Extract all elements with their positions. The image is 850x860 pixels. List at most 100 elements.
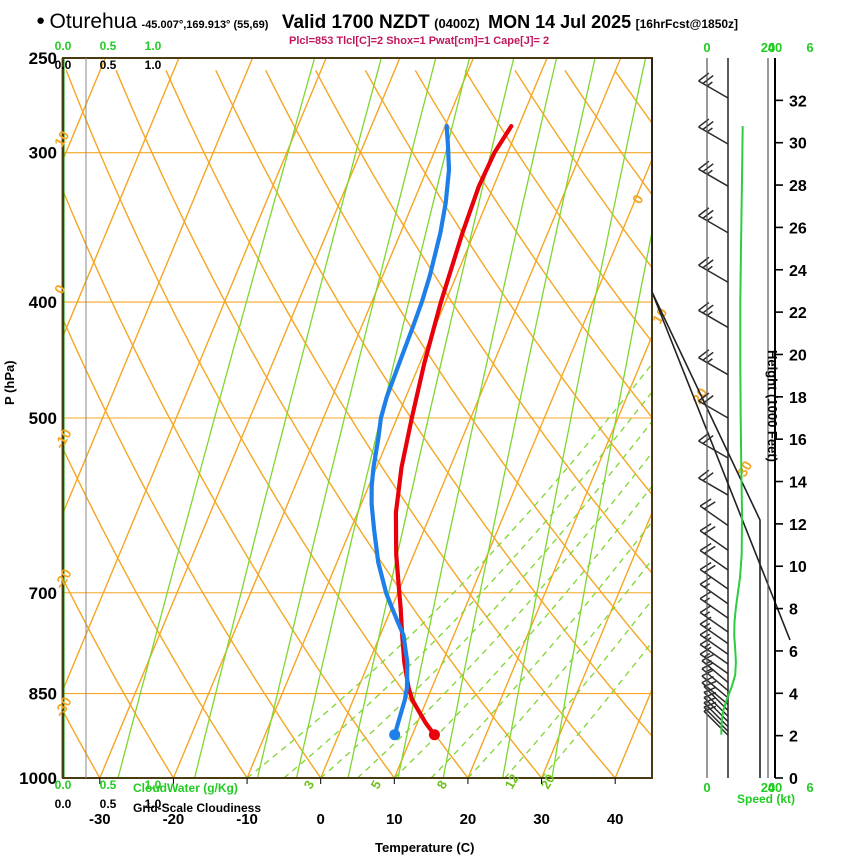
height-tick-label: 12 (789, 517, 807, 534)
wind-panel-boundary (651, 58, 761, 778)
wind-barb-full (702, 304, 714, 314)
isotherm-label: 30 (734, 458, 756, 480)
wind-barb-half (706, 265, 713, 271)
wind-barb-full (699, 523, 712, 532)
temperature-axis-label: Temperature (C) (375, 840, 475, 855)
wind-barb-half (706, 81, 713, 87)
wind-barb-half (706, 358, 713, 364)
dry-adiabat-line (63, 188, 395, 778)
wind-barb-full (702, 74, 714, 85)
dry-adiabat-line (215, 69, 652, 738)
mixing-ratio-label: 20 (538, 771, 558, 791)
wind-barb-group (698, 72, 729, 736)
height-tick-label: 10 (789, 559, 807, 576)
cloudwater-tick-label-bottom: 0.5 (100, 778, 117, 792)
dry-adiabat-line (665, 70, 850, 778)
cloudwater-tick-label-bottom: 1.0 (145, 778, 162, 792)
temperature-surface-marker (428, 729, 440, 741)
wind-barb-half (706, 127, 713, 133)
wind-barb-full (699, 646, 712, 655)
isotherm-line (0, 58, 32, 778)
wind-barb-shaft (703, 706, 729, 732)
dry-adiabat-line (414, 69, 652, 419)
temperature-tick-label: 30 (533, 811, 550, 828)
cloudwater-tick-label: 0.5 (100, 39, 117, 53)
cloudiness-legend-label: Grid-Scale Cloudiness (133, 801, 262, 815)
temperature-tick-label: 0 (317, 811, 325, 828)
mixing-ratio-label: 12 (502, 771, 522, 791)
wind-barb-half (706, 169, 713, 175)
wind-panel-boundary-2 (651, 291, 791, 641)
speed-tick-label: 0 (703, 780, 710, 795)
height-tick-label: 24 (789, 263, 807, 280)
wind-barb-full (701, 669, 714, 677)
valid-time-utc: (0400Z) (434, 16, 480, 31)
wind-barb-full (703, 501, 716, 510)
dry-adiabat-label: -10 (51, 426, 75, 452)
cloudwater-legend-label: CloudWater (g/Kg) (133, 781, 238, 795)
station-coords: -45.007°,169.913° (55,69) (141, 19, 269, 31)
temperature-tick-label: 40 (607, 811, 624, 828)
wind-barb-full (703, 564, 716, 574)
dewpoint-surface-marker (389, 729, 401, 741)
moist-adiabat-line (467, 558, 652, 778)
dry-adiabat-line (514, 69, 652, 269)
wind-barb-full (701, 675, 714, 684)
wind-barb-full (702, 351, 714, 361)
wind-barb-full (703, 680, 717, 688)
height-tick-label: 28 (789, 178, 807, 195)
height-tick-label: 4 (789, 686, 798, 703)
wind-barb-full (699, 627, 712, 636)
speed-axis-label: Speed (kt) (737, 792, 796, 806)
cloudiness-tick-label: 0.5 (100, 58, 117, 72)
dry-adiabat-line (63, 577, 175, 778)
height-tick-label: 30 (789, 136, 807, 153)
wind-barb-shaft (703, 710, 729, 736)
dry-adiabat-line (314, 69, 652, 575)
moist-adiabat-line (357, 451, 652, 778)
wind-barb-full (702, 259, 714, 269)
wind-barb-half (706, 216, 713, 222)
height-tick-label: 8 (789, 602, 798, 619)
pressure-tick-label: 500 (29, 409, 57, 428)
moist-adiabat-line (504, 598, 652, 778)
height-tick-label: 6 (789, 644, 798, 661)
wind-barb-full (703, 701, 717, 708)
wind-barb-full (699, 604, 712, 614)
station-name: Oturehua (49, 10, 138, 33)
wind-barb-full (702, 395, 714, 405)
isotherm-line (63, 58, 180, 339)
cloudiness-tick-label: 0.0 (55, 58, 72, 72)
wind-barb-full (703, 545, 716, 555)
height-tick-label: 16 (789, 432, 807, 449)
mixing-ratio-line (502, 58, 647, 778)
grid-lines (0, 58, 850, 778)
wind-barb-full (703, 526, 716, 535)
pressure-tick-label: 300 (29, 144, 57, 163)
stability-indices: Plcl=853 Tlcl[C]=2 Shox=1 Pwat[cm]=1 Cap… (289, 35, 550, 47)
pressure-tick-label: 1000 (19, 769, 57, 788)
plot-frame (62, 57, 653, 779)
temperature-tick-label: -30 (89, 811, 111, 828)
height-tick-label: 22 (789, 305, 807, 322)
dry-adiabat-line (115, 70, 543, 778)
height-tick-label: 2 (789, 729, 798, 746)
dry-adiabat-line (464, 69, 652, 343)
height-tick-label: 18 (789, 390, 807, 407)
dewpoint-profile-line (369, 124, 452, 737)
moist-adiabat-line (320, 420, 652, 778)
wind-barb-full (702, 120, 714, 131)
mixing-ratio-label: 3 (301, 778, 318, 792)
wind-barb-full (702, 209, 714, 219)
dry-adiabat-line (265, 69, 652, 655)
valid-date: MON 14 Jul 2025 (488, 12, 632, 32)
wind-barb-full (702, 163, 714, 173)
cloudiness-tick-label-bottom: 0.5 (100, 797, 117, 811)
dry-adiabat-line (364, 69, 652, 496)
mixing-ratio-line (295, 58, 471, 778)
isotherm-line (540, 511, 652, 778)
wind-barb-full (699, 590, 712, 600)
height-tick-label: 32 (789, 93, 807, 110)
cloudwater-tick-label-bottom: 0.0 (55, 778, 72, 792)
